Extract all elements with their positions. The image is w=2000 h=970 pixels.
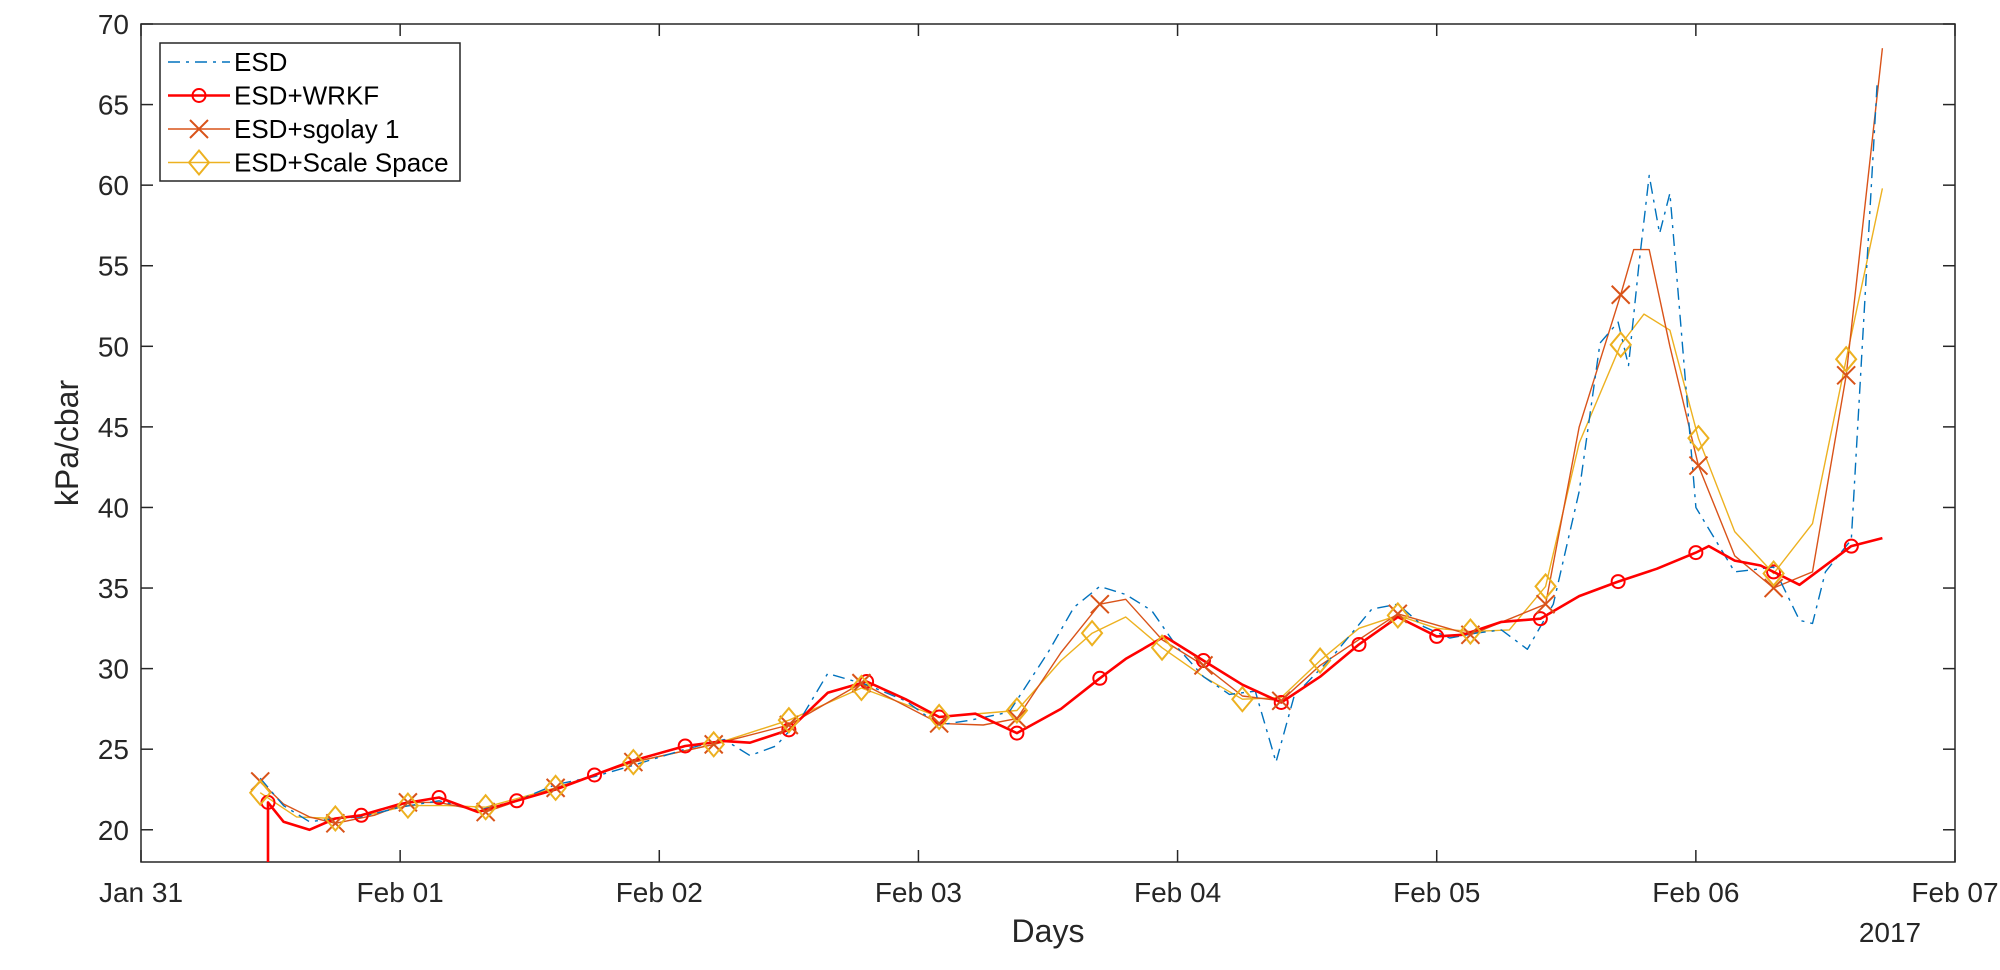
x-tick-label: Feb 01 [357, 877, 444, 908]
x-tick-label: Jan 31 [99, 877, 183, 908]
x-tick-label: Feb 04 [1134, 877, 1221, 908]
data-point-x [1612, 286, 1630, 304]
legend-label: ESD+Scale Space [234, 148, 449, 178]
y-tick-label: 20 [98, 815, 129, 846]
x-axis-year-label: 2017 [1859, 917, 1921, 948]
y-tick-label: 55 [98, 251, 129, 282]
x-tick-label: Feb 03 [875, 877, 962, 908]
legend-label: ESD [234, 47, 287, 77]
data-point-x [1008, 710, 1026, 728]
x-tick-labels: Jan 31 Feb 01 Feb 02 Feb 03 Feb 04 Feb 05 Feb … [99, 877, 1999, 908]
y-tick-label: 30 [98, 654, 129, 685]
legend-label: ESD+WRKF [234, 81, 379, 111]
y-tick-label: 40 [98, 492, 129, 523]
y-tick-label: 60 [98, 170, 129, 201]
x-tick-label: Feb 07 [1911, 877, 1998, 908]
series-line-esd-sgolay-1 [260, 48, 1882, 823]
series-lines [260, 48, 1882, 862]
series-markers [250, 286, 1858, 833]
series-line-esd-wrkf [268, 538, 1882, 862]
y-tick-label: 35 [98, 573, 129, 604]
x-axis-title: Days [1012, 913, 1085, 949]
data-point-x [1837, 366, 1855, 384]
x-tick-label: Feb 06 [1652, 877, 1739, 908]
x-tick-label: Feb 05 [1393, 877, 1480, 908]
y-tick-label: 45 [98, 412, 129, 443]
y-tick-label: 70 [98, 9, 129, 40]
x-tick-label: Feb 02 [616, 877, 703, 908]
series-line-esd [260, 80, 1877, 821]
y-tick-label: 50 [98, 331, 129, 362]
y-axis-title: kPa/cbar [49, 380, 85, 507]
data-point-x [1689, 457, 1707, 475]
y-tick-labels: 20 25 30 35 40 45 50 55 60 65 70 [98, 9, 129, 846]
y-tick-label: 65 [98, 90, 129, 121]
data-point-x [1091, 595, 1109, 613]
y-tick-label: 25 [98, 734, 129, 765]
data-point-x [1765, 579, 1783, 597]
legend-label: ESD+sgolay 1 [234, 114, 399, 144]
series-line-esd-scale-space [260, 188, 1882, 818]
